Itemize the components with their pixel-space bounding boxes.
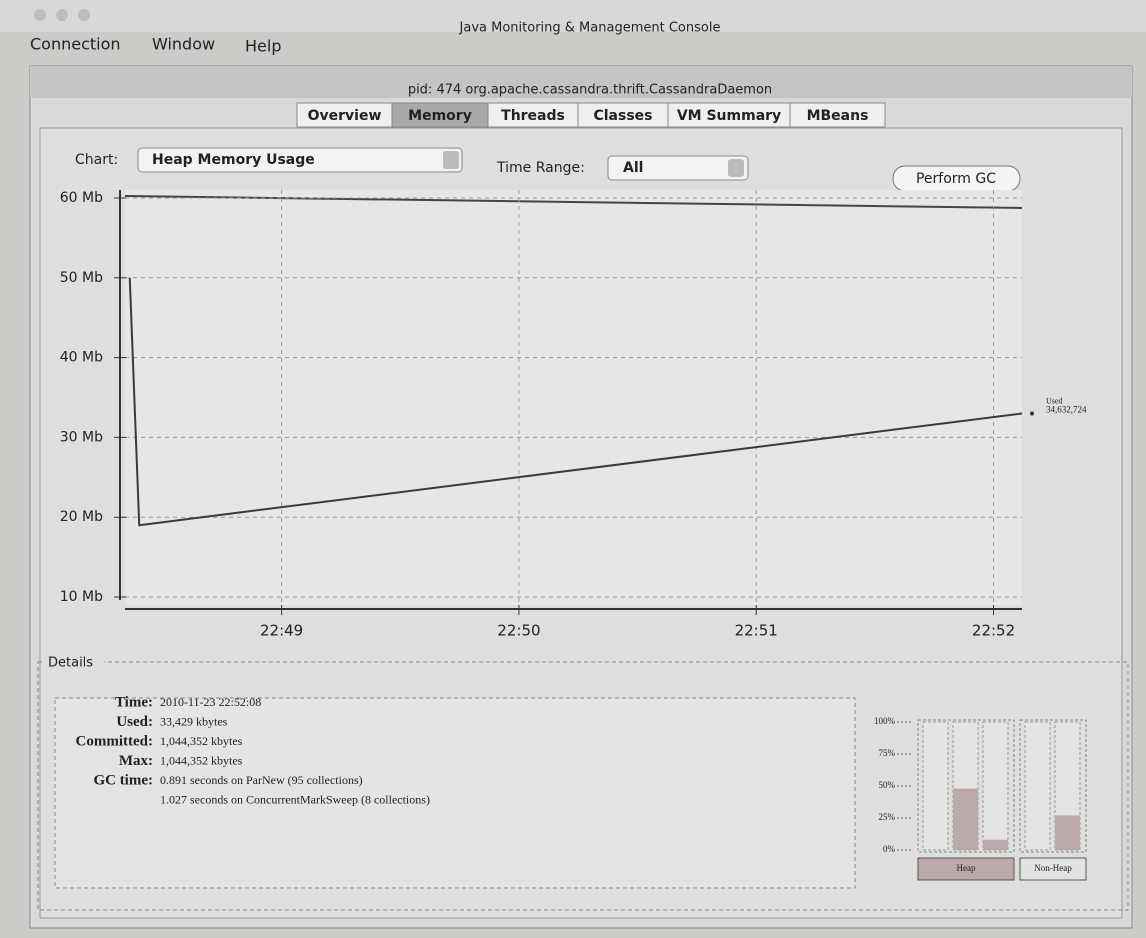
pool-tick-label: 100% xyxy=(874,716,896,726)
pool-slot xyxy=(1024,721,1051,851)
pool-bar[interactable] xyxy=(983,839,1008,850)
menu-item[interactable]: Window xyxy=(152,35,215,54)
inner-title-bar xyxy=(30,66,1132,98)
menu-item[interactable]: Help xyxy=(245,37,281,56)
detail-label: GC time: xyxy=(93,772,153,788)
detail-label: Max: xyxy=(119,753,153,769)
perform-gc-label: Perform GC xyxy=(916,171,996,187)
details-title-bg xyxy=(44,655,104,669)
tab-label: Classes xyxy=(593,108,652,124)
tab[interactable] xyxy=(487,102,579,128)
tab-label: MBeans xyxy=(807,108,869,124)
detail-value: 1,044,352 kbytes xyxy=(160,753,243,767)
pool-label: Non-Heap xyxy=(1034,863,1072,873)
pool-slot xyxy=(982,721,1009,851)
minimize-button[interactable] xyxy=(56,9,68,21)
tab[interactable] xyxy=(391,102,489,128)
annotation-name: Used xyxy=(1046,396,1062,405)
y-tick-label: 10 Mb xyxy=(60,589,103,605)
select-arrow xyxy=(728,159,744,177)
pool-tick-label: 0% xyxy=(883,844,896,854)
y-tick-label: 30 Mb xyxy=(60,429,103,445)
tab[interactable] xyxy=(296,102,393,128)
plot-top xyxy=(124,195,1023,209)
pool-tick-label: 50% xyxy=(879,780,896,790)
window-title: Java Monitoring & Management Console xyxy=(459,21,721,36)
detail-value: 0.891 seconds on ParNew (95 collections) xyxy=(160,773,363,787)
tab-label: Threads xyxy=(501,108,565,124)
tab-label: Memory xyxy=(408,108,472,124)
chart-select-value: Heap Memory Usage xyxy=(152,152,315,168)
x-tick-label: 22:51 xyxy=(735,622,778,640)
time-range-value: All xyxy=(623,160,643,176)
detail-label: Time: xyxy=(115,694,153,710)
detail-value: 1,044,352 kbytes xyxy=(160,734,243,748)
time-range-select[interactable] xyxy=(607,155,749,181)
time-range-label: Time Range: xyxy=(496,160,585,176)
zoom-button[interactable] xyxy=(78,9,90,21)
pool-bar[interactable] xyxy=(1055,815,1080,850)
pool-tick-label: 75% xyxy=(879,748,896,758)
heap-line xyxy=(128,277,1023,527)
title-bar xyxy=(0,0,1146,32)
pool-slot xyxy=(922,721,949,851)
pool-tick-label: 25% xyxy=(879,812,896,822)
inner-title: pid: 474 org.apache.cassandra.thrift.Cas… xyxy=(408,83,772,98)
y-tick-label: 50 Mb xyxy=(60,270,103,286)
y-tick-label: 40 Mb xyxy=(60,350,103,366)
detail-value: 33,429 kbytes xyxy=(160,714,228,728)
details-title: Details xyxy=(48,656,93,671)
used-marker xyxy=(1030,411,1034,416)
details-text-box xyxy=(54,697,856,889)
pool-label-box[interactable] xyxy=(917,857,1015,881)
x-tick-label: 22:52 xyxy=(972,622,1015,640)
detail-label: Used: xyxy=(116,714,153,730)
pool-group xyxy=(917,719,1015,853)
x-tick-label: 22:50 xyxy=(497,622,540,640)
pool-label: Heap xyxy=(957,863,976,873)
tab[interactable] xyxy=(577,102,669,128)
details-box xyxy=(37,661,1129,911)
annotation-value: 34,632,724 xyxy=(1046,405,1087,415)
close-button[interactable] xyxy=(34,9,46,21)
tab[interactable] xyxy=(789,102,886,128)
pool-group xyxy=(1019,719,1087,853)
menu-item[interactable]: Connection xyxy=(30,35,121,54)
select-arrow xyxy=(443,151,459,169)
tab-label: VM Summary xyxy=(677,108,781,124)
x-tick-label: 22:49 xyxy=(260,622,303,640)
tab-label: Overview xyxy=(308,108,382,124)
detail-label: Committed: xyxy=(76,733,153,749)
pool-label-box[interactable] xyxy=(1019,857,1087,881)
detail-value: 2010-11-23 22:52:08 xyxy=(160,695,261,709)
chart-select[interactable] xyxy=(137,147,463,173)
chart-label: Chart: xyxy=(75,152,118,168)
y-tick-label: 20 Mb xyxy=(60,509,103,525)
tab[interactable] xyxy=(667,102,791,128)
plot-area xyxy=(125,190,1022,605)
y-tick-label: 60 Mb xyxy=(60,190,103,206)
detail-value: 1.027 seconds on ConcurrentMarkSweep (8 … xyxy=(160,792,430,806)
pool-bar[interactable] xyxy=(953,788,978,850)
